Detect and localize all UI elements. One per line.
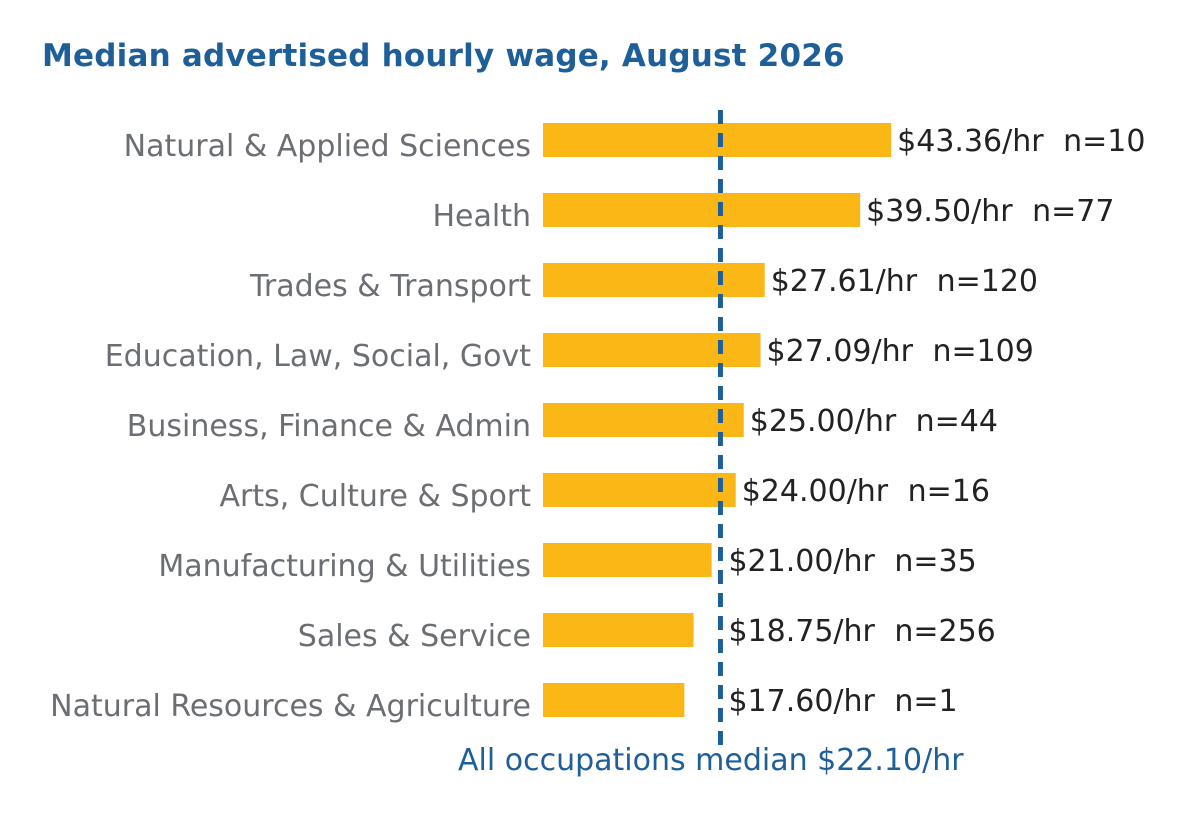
median-reference-label: All occupations median $22.10/hr	[458, 743, 964, 778]
value-label: $18.75/hr n=256	[728, 614, 995, 649]
category-label: Natural Resources & Agriculture	[50, 689, 531, 724]
category-label: Sales & Service	[298, 619, 531, 654]
category-label: Health	[432, 199, 531, 234]
bar	[543, 683, 685, 717]
bar	[543, 263, 765, 297]
count-label: n=120	[937, 264, 1038, 299]
count-label: n=35	[894, 544, 976, 579]
count-label: n=109	[932, 334, 1033, 369]
value-label: $21.00/hr n=35	[728, 544, 976, 579]
value-amount-label: $17.60/hr	[728, 684, 875, 719]
value-amount-label: $18.75/hr	[728, 614, 875, 649]
value-amount-label: $21.00/hr	[728, 544, 875, 579]
value-label: $27.61/hr n=120	[771, 264, 1038, 299]
bar	[543, 193, 861, 227]
bar	[543, 473, 736, 507]
count-label: n=77	[1032, 194, 1114, 229]
bar	[543, 543, 712, 577]
value-amount-label: $39.50/hr	[866, 194, 1013, 229]
count-label: n=44	[916, 404, 998, 439]
bar	[543, 333, 761, 367]
value-label: $43.36/hr n=10	[897, 124, 1145, 159]
bars-layer	[543, 123, 892, 717]
value-amount-label: $25.00/hr	[750, 404, 897, 439]
value-amount-label: $27.61/hr	[771, 264, 918, 299]
value-label: $25.00/hr n=44	[750, 404, 998, 439]
bar	[543, 123, 892, 157]
value-label: $17.60/hr n=1	[728, 684, 957, 719]
bar	[543, 403, 744, 437]
labels-layer: Natural & Applied Sciences $43.36/hr n=10 H…	[50, 124, 1145, 724]
bar	[543, 613, 694, 647]
category-label: Education, Law, Social, Govt	[105, 339, 532, 374]
value-amount-label: $24.00/hr	[742, 474, 889, 509]
category-label: Manufacturing & Utilities	[158, 549, 531, 584]
count-label: n=10	[1063, 124, 1145, 159]
category-label: Business, Finance & Admin	[127, 409, 531, 444]
category-label: Natural & Applied Sciences	[124, 129, 531, 164]
category-label: Trades & Transport	[249, 269, 531, 304]
chart-title: Median advertised hourly wage, August 20…	[42, 38, 845, 74]
count-label: n=256	[894, 614, 995, 649]
category-label: Arts, Culture & Sport	[219, 479, 531, 514]
value-label: $27.09/hr n=109	[767, 334, 1034, 369]
value-label: $39.50/hr n=77	[866, 194, 1114, 229]
count-label: n=1	[894, 684, 957, 719]
count-label: n=16	[908, 474, 990, 509]
value-label: $24.00/hr n=16	[742, 474, 990, 509]
value-amount-label: $27.09/hr	[767, 334, 914, 369]
value-amount-label: $43.36/hr	[897, 124, 1044, 159]
